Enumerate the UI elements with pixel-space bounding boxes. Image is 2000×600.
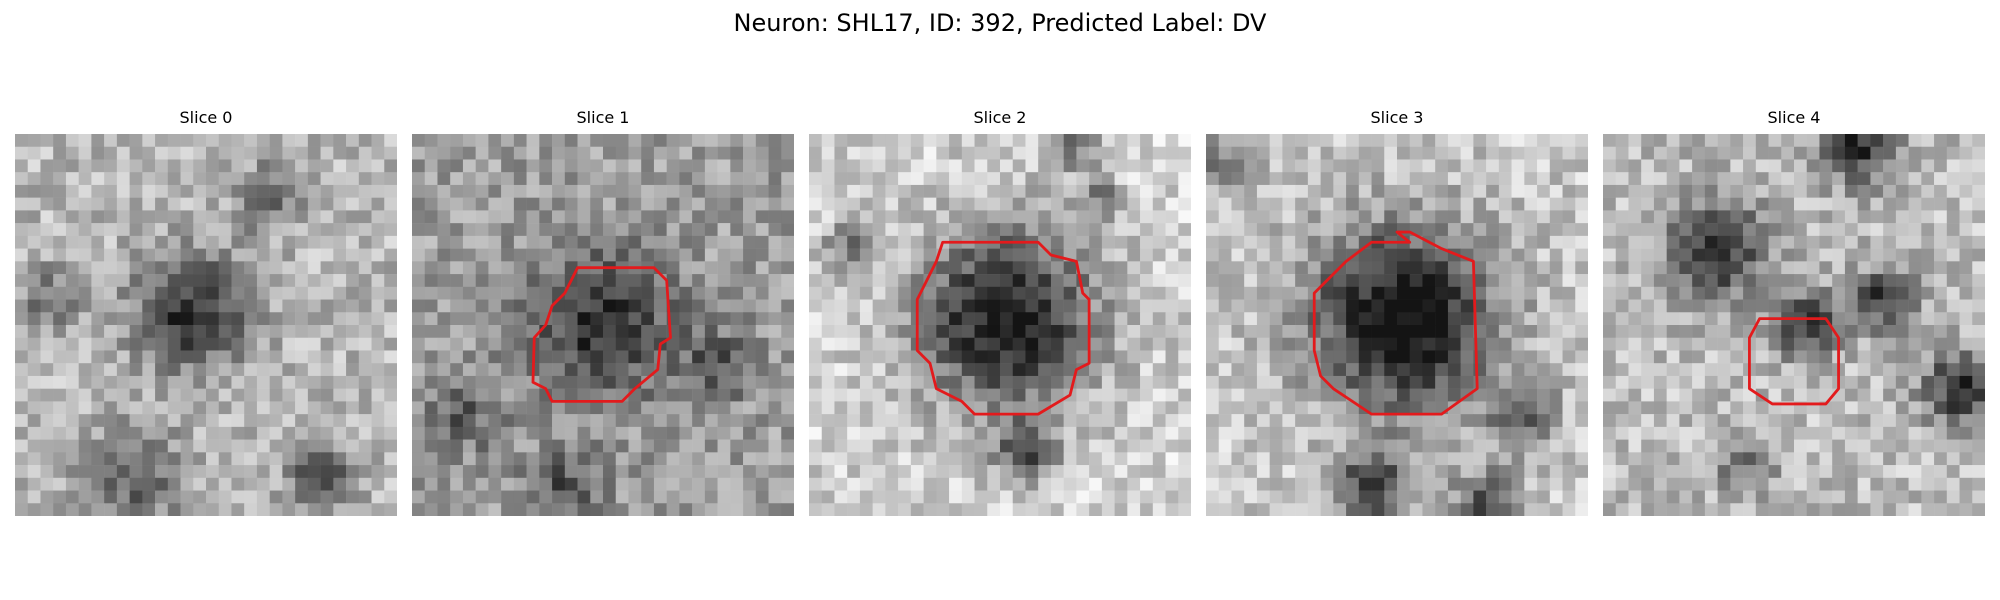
slice-image-1 <box>412 134 794 516</box>
segmentation-contour <box>531 266 672 403</box>
segmentation-contour <box>915 240 1091 416</box>
slice-title-2: Slice 2 <box>973 108 1027 127</box>
slice-title-4: Slice 4 <box>1767 108 1821 127</box>
figure-title: Neuron: SHL17, ID: 392, Predicted Label:… <box>733 9 1267 37</box>
slice-title-3: Slice 3 <box>1370 108 1424 127</box>
slice-image-4 <box>1603 134 1985 516</box>
segmentation-contour <box>1312 230 1479 416</box>
slice-image-3 <box>1206 134 1588 516</box>
slice-image-0 <box>15 134 397 516</box>
slice-title-1: Slice 1 <box>576 108 630 127</box>
slice-title-0: Slice 0 <box>179 108 233 127</box>
segmentation-contour <box>1748 317 1840 406</box>
slice-image-2 <box>809 134 1191 516</box>
